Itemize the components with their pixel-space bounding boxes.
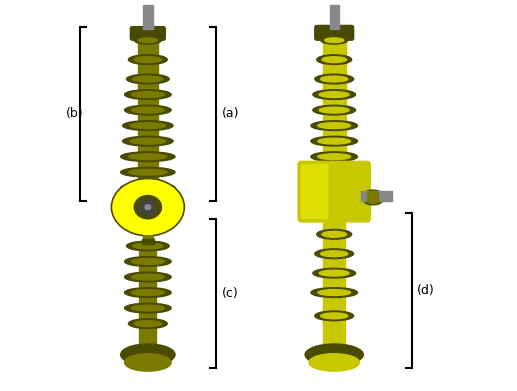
Ellipse shape <box>321 76 348 82</box>
Ellipse shape <box>305 344 363 365</box>
Bar <box>137 211 159 234</box>
FancyBboxPatch shape <box>301 165 328 219</box>
Ellipse shape <box>321 36 348 44</box>
Ellipse shape <box>123 121 173 131</box>
Text: (c): (c) <box>222 287 238 300</box>
Ellipse shape <box>322 231 346 237</box>
Ellipse shape <box>120 344 175 365</box>
Ellipse shape <box>321 313 348 319</box>
Ellipse shape <box>317 230 352 239</box>
Ellipse shape <box>120 167 175 177</box>
Ellipse shape <box>321 251 348 256</box>
Ellipse shape <box>125 272 171 282</box>
Ellipse shape <box>130 222 165 231</box>
Ellipse shape <box>129 169 167 175</box>
Bar <box>143 232 153 240</box>
Ellipse shape <box>125 354 171 371</box>
Ellipse shape <box>133 76 163 82</box>
Ellipse shape <box>309 354 359 371</box>
Ellipse shape <box>317 55 352 65</box>
Ellipse shape <box>313 268 356 278</box>
Ellipse shape <box>311 136 357 146</box>
Ellipse shape <box>112 179 184 235</box>
Ellipse shape <box>125 256 171 266</box>
Ellipse shape <box>127 74 169 84</box>
Ellipse shape <box>134 321 161 326</box>
Ellipse shape <box>315 311 354 321</box>
Bar <box>142 239 154 244</box>
Ellipse shape <box>367 199 379 203</box>
Bar <box>138 29 158 196</box>
Ellipse shape <box>318 138 351 144</box>
Ellipse shape <box>135 224 160 230</box>
Ellipse shape <box>125 90 171 99</box>
Text: (d): (d) <box>417 284 435 297</box>
Ellipse shape <box>120 183 175 193</box>
Ellipse shape <box>131 274 164 280</box>
Ellipse shape <box>129 185 167 191</box>
Ellipse shape <box>318 123 351 129</box>
Ellipse shape <box>318 154 351 160</box>
Ellipse shape <box>145 204 151 210</box>
Ellipse shape <box>320 270 349 276</box>
Ellipse shape <box>125 105 171 115</box>
Bar <box>143 5 153 29</box>
Ellipse shape <box>315 249 354 258</box>
Ellipse shape <box>131 258 164 264</box>
Ellipse shape <box>125 288 171 298</box>
Ellipse shape <box>313 105 356 115</box>
Ellipse shape <box>131 91 164 97</box>
Bar <box>323 29 346 196</box>
Ellipse shape <box>130 138 165 144</box>
Ellipse shape <box>313 90 356 99</box>
Ellipse shape <box>134 57 161 63</box>
Ellipse shape <box>128 55 168 65</box>
Bar <box>139 242 157 351</box>
Ellipse shape <box>325 38 344 43</box>
Ellipse shape <box>322 57 346 63</box>
Ellipse shape <box>139 38 157 43</box>
Ellipse shape <box>131 290 164 296</box>
Ellipse shape <box>133 243 163 249</box>
Ellipse shape <box>134 36 161 44</box>
Ellipse shape <box>131 107 164 113</box>
Ellipse shape <box>364 194 382 201</box>
Text: (a): (a) <box>222 108 239 120</box>
FancyBboxPatch shape <box>315 25 354 40</box>
Ellipse shape <box>129 154 167 160</box>
Ellipse shape <box>318 290 351 296</box>
Ellipse shape <box>130 123 165 129</box>
Bar <box>323 217 345 351</box>
FancyBboxPatch shape <box>130 27 165 40</box>
Ellipse shape <box>128 319 168 328</box>
Ellipse shape <box>320 169 349 175</box>
Ellipse shape <box>131 305 164 311</box>
Ellipse shape <box>134 196 161 219</box>
Ellipse shape <box>320 91 349 97</box>
Ellipse shape <box>123 136 173 146</box>
Ellipse shape <box>315 74 354 84</box>
Text: (b): (b) <box>66 108 84 120</box>
Ellipse shape <box>364 190 382 197</box>
Ellipse shape <box>364 198 382 205</box>
Ellipse shape <box>313 167 356 177</box>
Ellipse shape <box>311 121 357 131</box>
Bar <box>361 191 392 201</box>
Ellipse shape <box>140 200 156 214</box>
Ellipse shape <box>367 192 379 196</box>
Ellipse shape <box>311 152 357 161</box>
Ellipse shape <box>367 196 379 199</box>
Ellipse shape <box>311 288 357 298</box>
Ellipse shape <box>113 180 183 234</box>
Ellipse shape <box>120 152 175 161</box>
Bar <box>329 5 339 29</box>
Ellipse shape <box>125 303 171 313</box>
Ellipse shape <box>320 107 349 113</box>
FancyBboxPatch shape <box>298 161 370 222</box>
Ellipse shape <box>127 241 169 251</box>
